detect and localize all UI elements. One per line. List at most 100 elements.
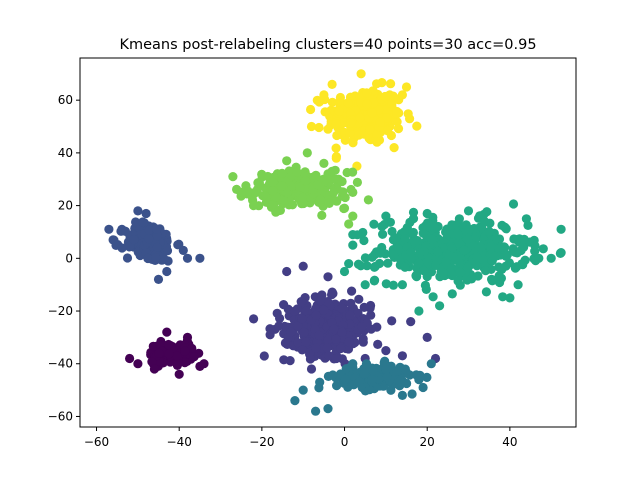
data-point — [454, 238, 464, 248]
data-point — [341, 364, 351, 374]
data-point — [141, 208, 151, 219]
data-point — [372, 137, 382, 147]
data-point — [455, 267, 465, 277]
data-point — [265, 330, 275, 340]
data-point — [323, 404, 333, 414]
data-point — [173, 358, 183, 368]
y-tick-label: −60 — [48, 409, 73, 423]
data-point — [371, 129, 381, 139]
data-point — [336, 343, 346, 354]
data-point — [148, 341, 158, 351]
data-point — [282, 156, 292, 166]
data-point — [366, 310, 376, 320]
data-point — [344, 337, 354, 347]
data-point — [397, 351, 407, 361]
data-point — [302, 148, 312, 158]
data-point — [484, 226, 494, 236]
data-point — [290, 396, 300, 406]
data-point — [467, 274, 477, 284]
data-point — [464, 224, 474, 234]
data-point — [453, 229, 463, 239]
data-point — [441, 257, 451, 267]
data-point — [382, 372, 392, 382]
data-point — [463, 262, 473, 273]
data-point — [372, 79, 382, 89]
data-point — [348, 211, 358, 221]
cluster-2 — [228, 148, 373, 229]
data-point — [339, 266, 350, 277]
data-point — [343, 344, 354, 354]
data-point — [299, 327, 309, 337]
x-tick-label: 20 — [420, 435, 435, 449]
y-axis: −60 −40 −20 0 20 40 60 — [48, 93, 80, 423]
data-point — [286, 327, 296, 337]
data-point — [287, 200, 298, 210]
data-point — [360, 253, 370, 263]
data-point — [298, 385, 308, 395]
data-point — [174, 369, 184, 379]
data-point — [348, 187, 358, 197]
data-point — [311, 343, 321, 353]
y-tick-label: −40 — [48, 357, 73, 371]
data-point — [556, 224, 566, 234]
data-point — [355, 113, 365, 123]
data-point — [381, 211, 391, 221]
data-point — [362, 99, 372, 109]
data-point — [481, 266, 491, 276]
data-point — [178, 245, 188, 255]
data-point — [495, 277, 505, 288]
data-point — [301, 337, 311, 347]
data-point — [323, 124, 333, 134]
data-point — [295, 182, 305, 192]
data-point — [345, 310, 355, 320]
data-point — [408, 207, 419, 217]
data-point — [406, 317, 416, 327]
data-point — [422, 208, 432, 219]
data-point — [314, 330, 324, 340]
data-point — [447, 270, 457, 281]
data-point — [315, 195, 326, 205]
data-point — [317, 210, 327, 220]
data-point — [443, 229, 453, 239]
data-point — [521, 214, 532, 224]
data-point — [419, 266, 429, 276]
data-point — [125, 353, 135, 364]
data-point — [490, 251, 500, 261]
data-point — [397, 90, 407, 100]
x-tick-label: −20 — [249, 435, 274, 449]
data-point — [366, 324, 376, 334]
data-point — [352, 177, 362, 187]
cluster-5 — [249, 261, 441, 374]
data-point — [268, 186, 278, 196]
data-point — [147, 357, 157, 367]
data-point — [323, 272, 333, 282]
data-point — [513, 280, 523, 290]
data-point — [381, 346, 391, 356]
data-point — [346, 118, 356, 128]
data-point — [300, 176, 311, 186]
data-point — [530, 241, 540, 251]
data-point — [122, 253, 133, 263]
data-point — [386, 385, 396, 395]
data-point — [427, 234, 437, 244]
data-point — [363, 195, 373, 205]
data-point — [120, 226, 131, 236]
y-tick-label: 40 — [58, 146, 73, 160]
data-point — [319, 90, 329, 100]
data-point — [297, 193, 308, 203]
data-point — [382, 113, 392, 123]
data-point — [104, 224, 114, 234]
x-tick-label: 0 — [341, 435, 349, 449]
data-point — [418, 382, 428, 393]
data-point — [414, 375, 424, 385]
data-point — [228, 172, 238, 182]
data-point — [329, 324, 339, 334]
data-point — [348, 359, 358, 369]
data-point — [338, 187, 348, 197]
data-point — [518, 260, 528, 270]
data-point — [144, 225, 154, 235]
data-point — [347, 286, 357, 296]
data-point — [138, 217, 148, 227]
data-point — [236, 187, 246, 197]
data-point — [249, 314, 259, 324]
